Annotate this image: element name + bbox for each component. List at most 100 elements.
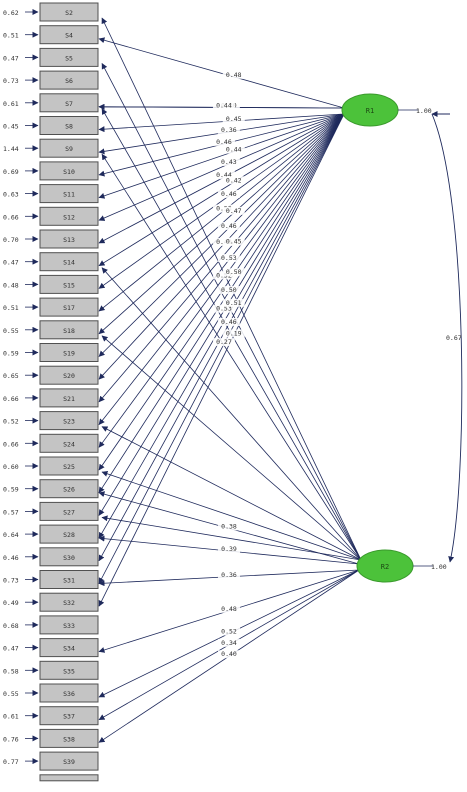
observed-box	[39, 2, 99, 22]
observed-label: S27	[63, 508, 75, 516]
observed-variable: S14 0.47	[3, 252, 99, 272]
path-coefficient: 0.40	[221, 650, 237, 658]
observed-box	[39, 479, 99, 499]
path-r1	[98, 113, 345, 267]
latent-variance: 1.00	[431, 563, 447, 571]
coef-label-bg	[222, 114, 245, 123]
error-variance: 0.46	[3, 554, 19, 562]
observed-box	[39, 25, 99, 45]
observed-variable: S26 0.59	[3, 479, 99, 499]
observed-box	[39, 138, 99, 158]
observed-label: S21	[63, 395, 75, 403]
path-r1	[98, 113, 345, 289]
observed-variable: S34 0.47	[3, 638, 99, 658]
observed-box	[39, 683, 99, 703]
observed-variable: S4 0.51	[3, 25, 99, 45]
coef-label-bg	[212, 137, 235, 146]
coef-label-bg	[222, 268, 245, 277]
observed-variable: S36 0.55	[3, 683, 99, 703]
path-coefficient: 0.36	[221, 571, 237, 579]
path-coefficient: 0.50	[226, 268, 242, 276]
coef-label-bg	[218, 650, 240, 659]
latent-variance: 1.00	[416, 107, 432, 115]
error-variance: 0.59	[3, 486, 19, 494]
latent-correlation: 0.67	[431, 111, 463, 563]
path-r2-cross	[101, 515, 362, 561]
latent-label: R2	[381, 563, 389, 571]
latent-label: R1	[366, 107, 374, 115]
coef-label-bg	[217, 125, 240, 134]
observed-box	[39, 638, 99, 658]
error-variance: 0.55	[3, 690, 19, 698]
correlation-coefficient: 0.67	[446, 334, 462, 342]
observed-variable: S6 0.73	[3, 70, 99, 90]
coef-label-bg	[218, 522, 240, 531]
path-coefficient: 0.51	[226, 299, 242, 307]
error-variance: 0.66	[3, 395, 19, 403]
observed-label: S35	[63, 667, 75, 675]
observed-label: S23	[63, 418, 75, 426]
path-r1	[98, 113, 345, 448]
observed-label: S17	[63, 304, 75, 312]
observed-box	[39, 252, 99, 272]
error-variance: 0.47	[3, 645, 19, 653]
observed-label: S20	[63, 372, 75, 380]
error-variance: 0.68	[3, 622, 19, 630]
path-coefficient: 0.48	[226, 71, 242, 79]
observed-variable: S32 0.49	[3, 592, 99, 612]
coef-label-bg	[212, 338, 235, 347]
error-variance: 0.49	[3, 599, 19, 607]
observed-box	[39, 297, 99, 317]
observed-label: S34	[63, 645, 75, 653]
coef-label-bg	[212, 101, 235, 110]
observed-variable: S23 0.52	[3, 411, 99, 431]
observed-variable: S21 0.66	[3, 388, 99, 408]
observed-label: S30	[63, 554, 75, 562]
observed-label: S32	[63, 599, 75, 607]
path-r1	[98, 113, 345, 584]
observed-label: S15	[63, 281, 75, 289]
coef-label-bg	[218, 627, 240, 636]
observed-box	[39, 728, 99, 748]
path-coefficient: 0.52	[221, 628, 237, 636]
path-coefficient: 0.44	[216, 171, 232, 179]
error-variance: 0.61	[3, 713, 19, 721]
coef-label-bg	[222, 206, 245, 215]
observed-box	[39, 411, 99, 431]
path-coefficient: 0.44	[226, 146, 242, 154]
error-variance: 0.45	[3, 123, 19, 131]
coef-label-bg	[217, 317, 240, 326]
coef-label-bg	[218, 638, 240, 647]
observed-label: S19	[63, 350, 75, 358]
path-r2-cross	[101, 267, 362, 561]
error-variance: 0.64	[3, 531, 19, 539]
error-variance: 0.76	[3, 735, 19, 743]
observed-label: S4	[65, 32, 73, 40]
observed-label: S36	[63, 690, 75, 698]
error-variance: 0.70	[3, 236, 19, 244]
observed-box	[39, 570, 99, 589]
observed-label: S5	[65, 54, 73, 62]
error-variance: 0.59	[3, 350, 19, 358]
path-coefficient: 0.46	[216, 138, 232, 146]
observed-box	[39, 206, 99, 226]
error-variance: 0.55	[3, 327, 19, 335]
observed-variable: S25 0.60	[3, 456, 99, 476]
path-coefficient: 0.36	[221, 126, 237, 134]
observed-variable: S31 0.73	[3, 570, 99, 589]
observed-variable: S8 0.45	[3, 116, 99, 135]
path-r2-cross	[101, 335, 362, 561]
path-r1	[98, 113, 345, 539]
path-coefficient: 0.42	[226, 176, 242, 184]
path-r1	[98, 113, 345, 133]
path-r2-cross	[101, 426, 362, 561]
observed-variable: S20 0.65	[3, 365, 99, 385]
observed-variable: S19 0.59	[3, 343, 99, 362]
coef-label-bg	[217, 157, 240, 166]
error-variance: 0.48	[3, 281, 19, 289]
observed-label: S8	[65, 123, 73, 131]
path-coefficient: 0.46	[221, 318, 237, 326]
path-coefficient: 0.34	[221, 639, 237, 647]
error-variance: 0.66	[3, 440, 19, 448]
correlation-arc	[431, 113, 463, 563]
